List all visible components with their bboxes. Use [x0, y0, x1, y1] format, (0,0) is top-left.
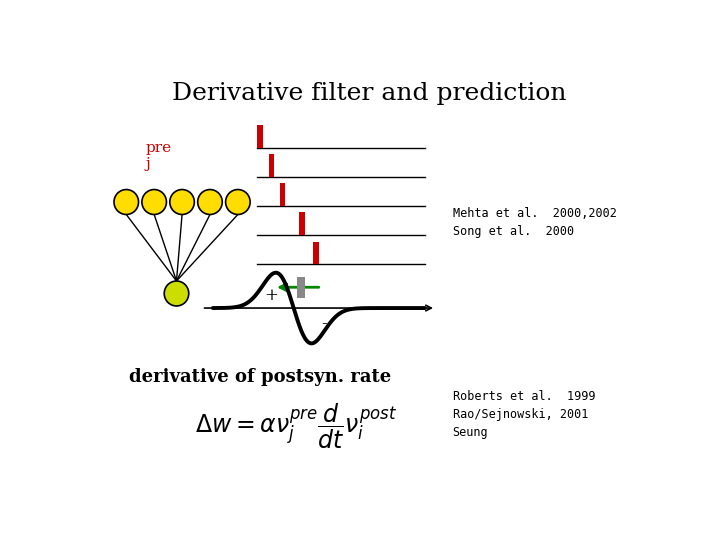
Text: pre
j: pre j — [145, 141, 172, 171]
Text: -: - — [322, 315, 327, 332]
Text: Derivative filter and prediction: Derivative filter and prediction — [172, 83, 566, 105]
Text: +: + — [264, 287, 279, 304]
Bar — [258, 125, 263, 148]
Bar — [297, 277, 305, 298]
Text: Roberts et al.  1999
Rao/Sejnowski, 2001
Seung: Roberts et al. 1999 Rao/Sejnowski, 2001 … — [453, 389, 595, 438]
Ellipse shape — [114, 190, 138, 214]
Bar — [279, 183, 285, 206]
Ellipse shape — [225, 190, 250, 214]
Ellipse shape — [142, 190, 166, 214]
Text: $\Delta w = \alpha \nu_j^{pre} \dfrac{d}{dt} \nu_i^{post}$: $\Delta w = \alpha \nu_j^{pre} \dfrac{d}… — [195, 402, 397, 451]
Text: derivative of postsyn. rate: derivative of postsyn. rate — [129, 368, 391, 386]
Ellipse shape — [170, 190, 194, 214]
Bar — [269, 154, 274, 177]
Bar — [300, 212, 305, 235]
Ellipse shape — [164, 281, 189, 306]
Bar — [313, 241, 319, 265]
Ellipse shape — [198, 190, 222, 214]
Text: Mehta et al.  2000,2002
Song et al.  2000: Mehta et al. 2000,2002 Song et al. 2000 — [453, 207, 616, 238]
